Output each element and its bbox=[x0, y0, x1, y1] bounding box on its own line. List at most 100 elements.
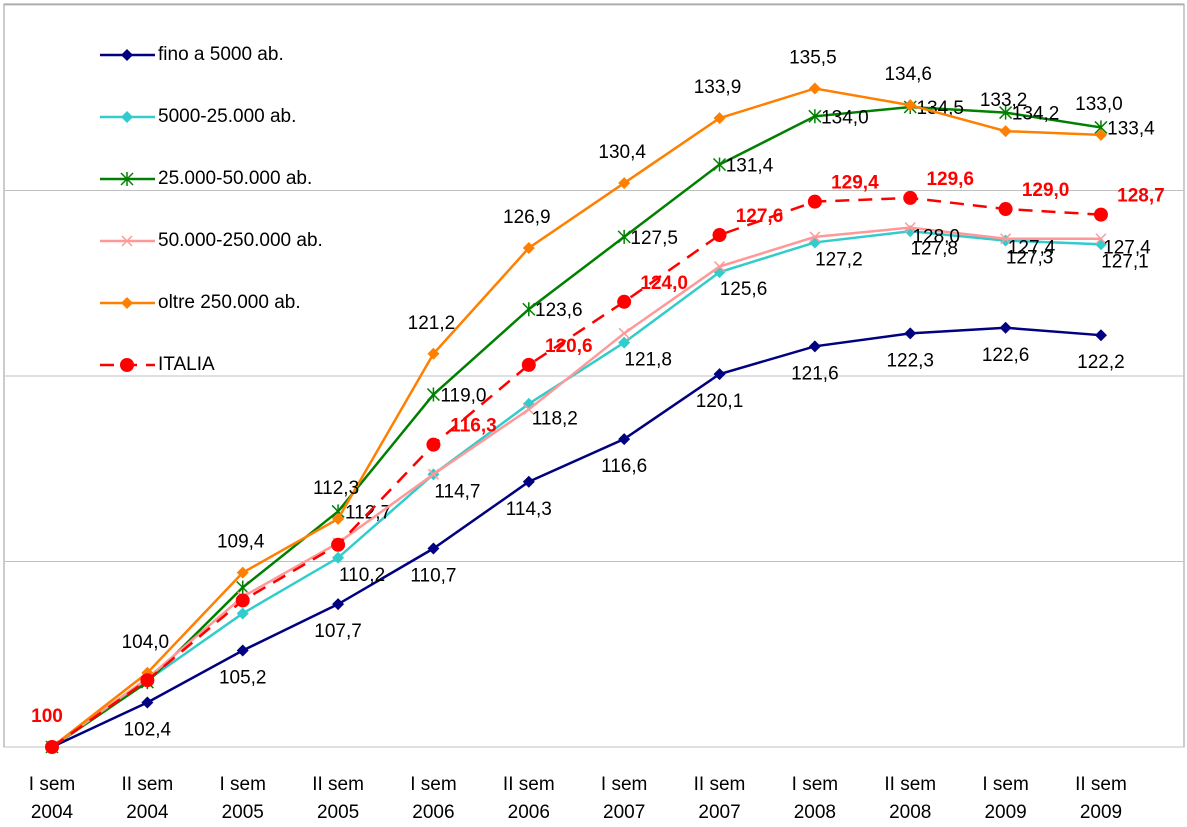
legend-marker bbox=[121, 49, 133, 61]
data-label: 127,4 bbox=[1103, 238, 1151, 259]
data-label: 134,5 bbox=[916, 98, 964, 119]
data-label: 135,5 bbox=[789, 47, 837, 68]
marker bbox=[522, 242, 535, 255]
data-label: 122,6 bbox=[982, 345, 1030, 366]
series-line bbox=[51, 326, 1102, 749]
marker bbox=[807, 194, 822, 209]
x-tick-line: I sem bbox=[792, 774, 838, 795]
x-tick-label: II sem 2005 bbox=[312, 774, 364, 823]
x-tick-line: 2004 bbox=[126, 802, 169, 823]
marker bbox=[713, 368, 726, 381]
x-tick-label: I sem 2006 bbox=[410, 774, 456, 823]
x-tick-line: 2008 bbox=[889, 802, 931, 823]
marker bbox=[426, 387, 440, 402]
data-label: 121,2 bbox=[408, 313, 456, 334]
data-label: 121,8 bbox=[624, 350, 672, 371]
marker bbox=[998, 202, 1013, 217]
series-line bbox=[51, 226, 1101, 749]
marker bbox=[618, 433, 631, 446]
x-tick-line: I sem bbox=[982, 774, 1028, 795]
data-label: 119,0 bbox=[440, 386, 486, 407]
marker bbox=[427, 468, 439, 480]
data-label: 129,0 bbox=[1022, 180, 1070, 201]
data-label: 127,8 bbox=[910, 238, 958, 259]
marker bbox=[617, 229, 631, 244]
marker bbox=[236, 580, 250, 595]
marker bbox=[523, 403, 535, 415]
series-line bbox=[51, 105, 1102, 749]
marker bbox=[904, 99, 917, 112]
marker bbox=[426, 437, 441, 452]
marker bbox=[1094, 329, 1107, 342]
legend-label: ITALIA bbox=[158, 354, 215, 375]
data-label: 112,3 bbox=[313, 478, 359, 499]
x-tick-label: II sem 2007 bbox=[694, 774, 746, 823]
x-tick-line: 2009 bbox=[984, 802, 1026, 823]
data-label: 121,6 bbox=[791, 363, 839, 384]
x-tick-line: 2005 bbox=[222, 802, 264, 823]
series-line bbox=[51, 196, 1102, 749]
data-label: 131,4 bbox=[726, 156, 774, 177]
data-label: 120,6 bbox=[545, 336, 593, 357]
x-tick-line: I sem bbox=[601, 774, 647, 795]
data-label: 133,2 bbox=[980, 90, 1028, 111]
data-label: 104,0 bbox=[122, 632, 170, 653]
marker bbox=[332, 512, 345, 525]
marker bbox=[617, 294, 632, 309]
marker bbox=[332, 598, 345, 611]
data-label: 118,2 bbox=[532, 408, 578, 429]
marker bbox=[808, 109, 822, 124]
x-tick-label: II sem 2009 bbox=[1075, 774, 1127, 823]
x-tick-line: I sem bbox=[410, 774, 456, 795]
x-tick-line: I sem bbox=[29, 774, 75, 795]
x-tick-line: II sem bbox=[694, 774, 746, 795]
series-line bbox=[51, 230, 1102, 749]
marker bbox=[236, 607, 249, 620]
marker bbox=[45, 740, 59, 754]
legend-label: fino a 5000 ab. bbox=[158, 44, 284, 65]
data-label: 116,6 bbox=[601, 456, 647, 477]
marker bbox=[522, 302, 536, 317]
data-label: 127,1 bbox=[1101, 251, 1149, 272]
data-label: 109,4 bbox=[217, 532, 265, 553]
x-tick-line: 2008 bbox=[794, 802, 836, 823]
marker bbox=[1094, 128, 1107, 141]
x-tick-label: I sem 2004 bbox=[29, 774, 75, 823]
series-line bbox=[51, 87, 1102, 748]
x-tick-line: II sem bbox=[884, 774, 936, 795]
marker bbox=[809, 231, 821, 243]
data-label: 127,3 bbox=[1006, 248, 1054, 269]
x-tick-line: II sem bbox=[503, 774, 555, 795]
marker bbox=[236, 566, 249, 579]
marker bbox=[904, 222, 916, 234]
legend-marker bbox=[120, 358, 134, 372]
x-tick-line: 2009 bbox=[1080, 802, 1122, 823]
marker bbox=[1095, 233, 1107, 245]
series: 102,4 105,2 107,7 110,7 114,3 116,6 120,1 121,6… bbox=[46, 321, 1125, 753]
x-tick-label: I sem 2007 bbox=[601, 774, 647, 823]
x-tick-line: II sem bbox=[312, 774, 364, 795]
x-tick-line: II sem bbox=[121, 774, 173, 795]
data-label: 127,2 bbox=[815, 249, 863, 270]
x-tick-label: II sem 2004 bbox=[121, 774, 173, 823]
data-label: 127,6 bbox=[736, 206, 784, 227]
data-label: 130,4 bbox=[598, 142, 646, 163]
data-label: 134,2 bbox=[1012, 104, 1060, 125]
x-tick-line: 2006 bbox=[508, 802, 550, 823]
data-label: 122,2 bbox=[1077, 352, 1125, 373]
data-label: 102,4 bbox=[124, 719, 172, 740]
x-tick-line: 2007 bbox=[698, 802, 740, 823]
data-label: 134,0 bbox=[821, 107, 869, 128]
marker bbox=[999, 105, 1013, 120]
data-label: 107,7 bbox=[314, 621, 362, 642]
marker bbox=[808, 340, 821, 353]
data-label: 127,4 bbox=[1008, 238, 1056, 259]
legend-label: 25.000-50.000 ab. bbox=[158, 168, 312, 189]
marker bbox=[903, 190, 918, 205]
x-tick-label: II sem 2008 bbox=[884, 774, 936, 823]
marker bbox=[521, 357, 536, 372]
marker bbox=[808, 82, 821, 95]
marker bbox=[713, 261, 726, 273]
x-tick-line: II sem bbox=[1075, 774, 1127, 795]
